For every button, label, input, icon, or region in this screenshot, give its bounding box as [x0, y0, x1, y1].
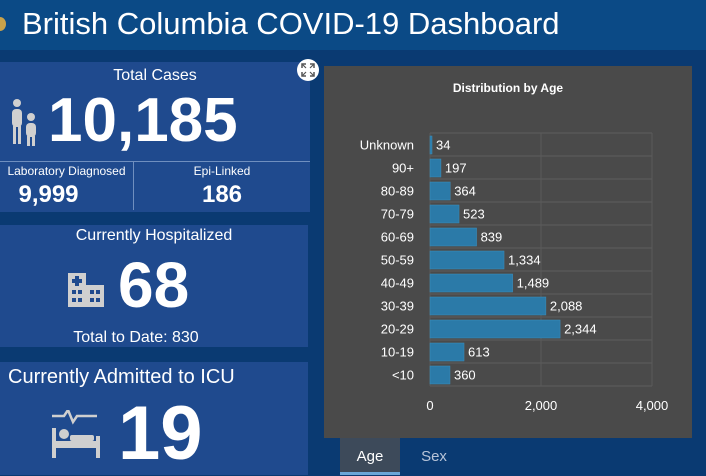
hospitalized-label: Currently Hospitalized — [75, 227, 233, 244]
logo-icon — [0, 17, 6, 31]
data-label: 364 — [454, 184, 476, 199]
category-label: <10 — [392, 368, 414, 383]
bar — [429, 135, 433, 155]
tab-age[interactable]: Age — [340, 438, 400, 475]
expand-button[interactable] — [297, 59, 319, 81]
x-tick-label: 2,000 — [525, 398, 558, 413]
bar — [429, 181, 451, 201]
data-label: 523 — [463, 207, 485, 222]
bar — [429, 158, 442, 178]
category-label: 10-19 — [381, 345, 414, 360]
category-label: 80-89 — [381, 184, 414, 199]
category-label: 50-59 — [381, 253, 414, 268]
category-label: Unknown — [360, 138, 414, 153]
bar — [429, 204, 460, 224]
age-chart-svg: Distribution by Age 0 2,000 4,000 Unknown 34… — [360, 81, 669, 413]
category-label: 30-39 — [381, 299, 414, 314]
bar — [429, 296, 547, 316]
data-label: 2,344 — [564, 322, 597, 337]
category-label: 20-29 — [381, 322, 414, 337]
data-label: 613 — [468, 345, 490, 360]
dashboard-header: British Columbia COVID-19 Dashboard — [0, 0, 706, 50]
category-label: 60-69 — [381, 230, 414, 245]
age-distribution-chart: Distribution by Age 0 2,000 4,000 Unknown 34… — [324, 66, 692, 438]
epi-linked-value: 186 — [201, 181, 243, 208]
bar — [429, 365, 451, 385]
data-label: 839 — [481, 230, 503, 245]
total-cases-label: Total Cases — [113, 67, 197, 84]
divider — [133, 161, 134, 210]
expand-icon — [301, 63, 315, 77]
hospitalized-total-to-date: Total to Date: 830 — [73, 329, 199, 346]
people-icon — [12, 99, 36, 146]
bar — [429, 342, 465, 362]
x-tick-label: 0 — [426, 398, 433, 413]
lab-diagnosed-value: 9,999 — [18, 181, 79, 208]
hospitalized-value: 68 — [118, 249, 190, 321]
data-label: 1,489 — [517, 276, 550, 291]
bar — [429, 273, 513, 293]
total-cases-value: 10,185 — [48, 86, 238, 155]
data-label: 360 — [454, 368, 476, 383]
x-tick-label: 4,000 — [636, 398, 669, 413]
tab-sex[interactable]: Sex — [421, 448, 447, 465]
data-label: 2,088 — [550, 299, 583, 314]
lab-diagnosed-label: Laboratory Diagnosed — [7, 164, 126, 178]
category-label: 40-49 — [381, 276, 414, 291]
data-label: 34 — [436, 138, 450, 153]
hospital-icon — [68, 273, 104, 307]
bar — [429, 250, 505, 270]
data-label: 197 — [445, 161, 467, 176]
chart-tab-bar: Age Sex — [324, 438, 706, 475]
hospital-bed-icon — [52, 410, 100, 458]
page-title: British Columbia COVID-19 Dashboard — [22, 6, 560, 41]
category-label: 90+ — [392, 161, 414, 176]
category-label: 70-79 — [381, 207, 414, 222]
epi-linked-label: Epi-Linked — [193, 164, 251, 178]
icu-panel: Currently Admitted to ICU 19 — [0, 362, 308, 475]
total-cases-panel: Total Cases 10,185 Laboratory Diagnosed … — [0, 62, 310, 212]
hospitalized-panel: Currently Hospitalized 68 Total to Date:… — [0, 225, 308, 347]
data-label: 1,334 — [508, 253, 541, 268]
bar — [429, 319, 561, 339]
chart-title: Distribution by Age — [453, 81, 564, 95]
icu-label: Currently Admitted to ICU — [8, 366, 235, 388]
icu-value: 19 — [118, 391, 203, 476]
divider — [0, 161, 310, 162]
bar — [429, 227, 477, 247]
